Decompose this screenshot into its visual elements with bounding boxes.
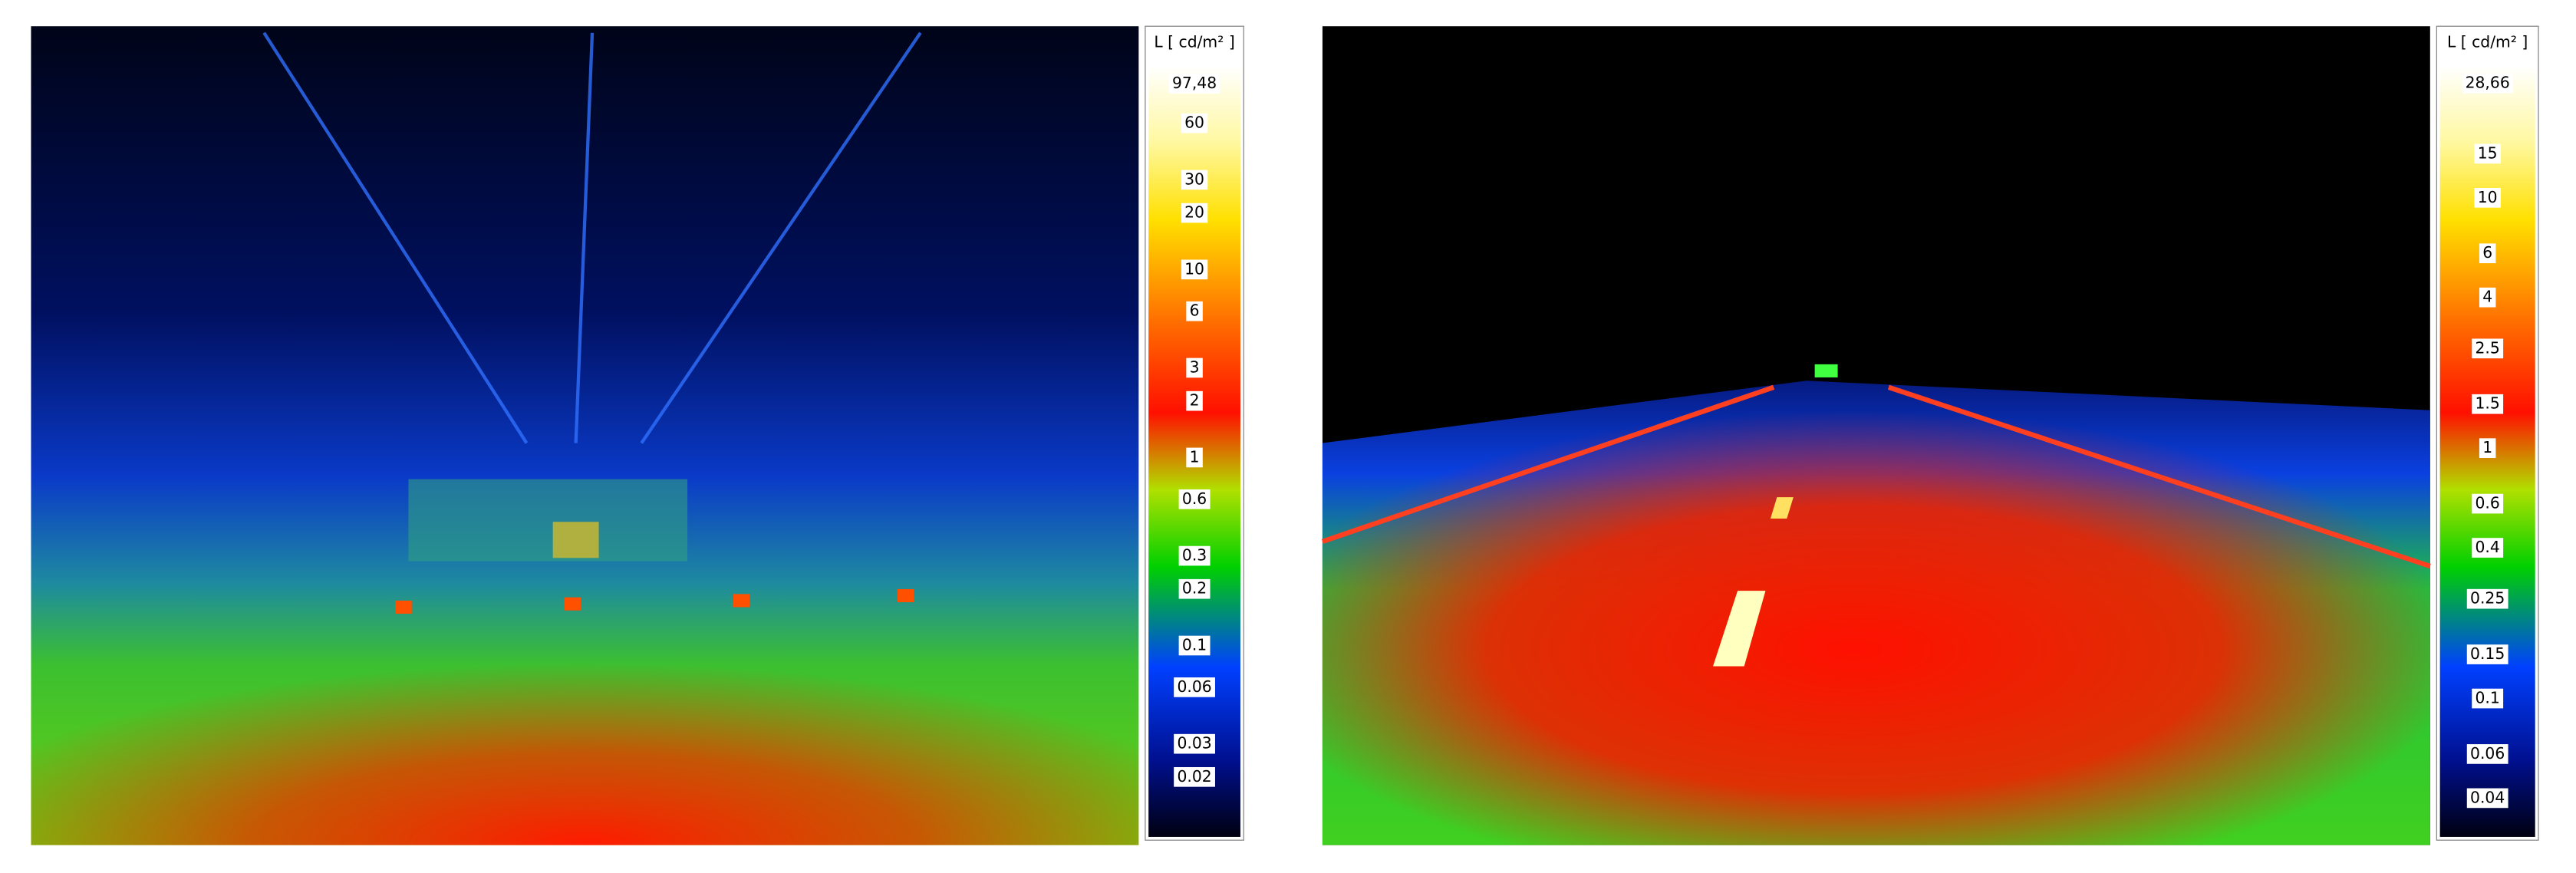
tick-box (2479, 243, 2496, 264)
tick-label: 4 (2482, 288, 2492, 306)
tick-box (2472, 338, 2504, 359)
tick-box (2472, 538, 2504, 558)
tick-label: 0.15 (2470, 644, 2505, 663)
colorbar: L [ cd/m² ] 28,66 15 10 6 4 2.5 1.5 1 0.6 0.4 0.25 0… (2436, 25, 2539, 841)
tick-label: 0.06 (1177, 677, 1211, 696)
tick-label: 10 (2478, 188, 2498, 206)
tick-label: 0.6 (1182, 489, 1207, 508)
tick-box (2479, 438, 2496, 459)
tick-box (1186, 301, 1203, 321)
tick-box (2466, 644, 2508, 664)
tick-label: 0.3 (1182, 546, 1207, 565)
tick-label: 0.02 (1177, 767, 1211, 786)
tick-box (1174, 766, 1215, 787)
tick-label: 3 (1190, 357, 1200, 376)
unit-label: L [ cd/m² ] (2447, 33, 2528, 51)
tick-box (2462, 73, 2514, 94)
tick-box (1181, 203, 1208, 223)
tick-label: 0.06 (2470, 744, 2505, 763)
tick-box (1178, 635, 1211, 656)
tick-box (1178, 578, 1211, 599)
tick-box (2466, 788, 2508, 809)
tick-label: 1.5 (2476, 394, 2500, 413)
tick-label: 2 (1190, 391, 1200, 410)
tick-box (2474, 143, 2501, 164)
tick-label: 2.5 (2476, 338, 2500, 357)
tick-box (2479, 287, 2496, 308)
tick-label: 15 (2478, 143, 2498, 162)
tick-label: 0.04 (2470, 788, 2505, 806)
tick-box (1178, 489, 1211, 509)
tick-label: 6 (1190, 301, 1200, 320)
colorbar: L [ cd/m² ] 97,48 60 30 20 10 6 3 2 1 0.6 0.3 0.2 0.1… (1145, 25, 1244, 841)
unit-label: L [ cd/m² ] (1154, 33, 1234, 51)
tick-box (2472, 394, 2504, 414)
tick-label: 0.4 (2476, 538, 2500, 556)
tick-box (2472, 493, 2504, 514)
tick-box (1181, 170, 1208, 190)
tick-box (2466, 744, 2508, 764)
tick-label: 10 (1184, 259, 1204, 278)
tick-label: 0.1 (1182, 636, 1207, 654)
left-image (31, 26, 1139, 845)
tick-box (1174, 677, 1215, 697)
tick-label: 0.03 (1177, 734, 1211, 753)
tick-box (1186, 357, 1203, 378)
tick-label: 6 (2482, 243, 2492, 262)
tick-box (1178, 545, 1211, 566)
tick-label: 30 (1184, 170, 1204, 188)
right-image (1321, 26, 2431, 845)
tick-box (2472, 688, 2504, 709)
tick-box (2466, 588, 2508, 609)
tick-label: 0.25 (2470, 589, 2505, 608)
tick-box (2474, 188, 2501, 208)
tick-label: 60 (1184, 114, 1204, 132)
tick-box (1186, 390, 1203, 411)
max-label: 97,48 (1172, 74, 1217, 92)
tick-label: 20 (1184, 203, 1204, 222)
tick-label: 0.6 (2476, 494, 2500, 512)
tick-box (1186, 447, 1203, 468)
tick-label: 0.2 (1182, 579, 1207, 598)
tick-box (1181, 259, 1208, 280)
tick-label: 1 (1190, 447, 1200, 466)
tick-label: 1 (2482, 438, 2492, 456)
tick-box (1181, 113, 1208, 133)
tick-box (1168, 74, 1220, 94)
max-label: 28,66 (2466, 74, 2510, 92)
tick-box (1174, 733, 1215, 754)
tick-label: 0.1 (2476, 689, 2500, 707)
